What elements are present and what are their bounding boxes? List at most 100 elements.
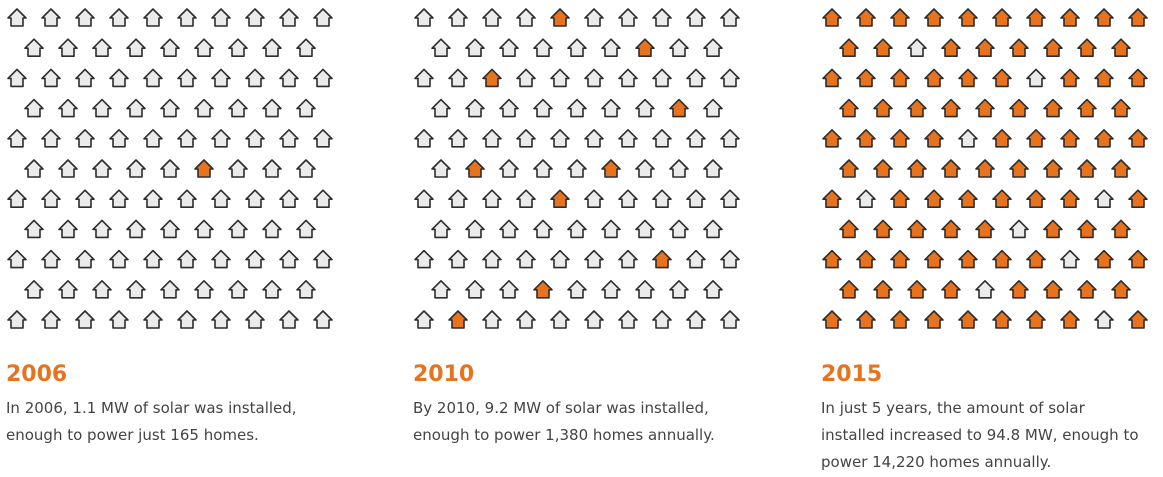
description-line: enough to power 1,380 homes annually.	[413, 426, 715, 444]
house	[313, 8, 333, 27]
house	[279, 68, 299, 88]
description-line: By 2010, 9.2 MW of solar was installed,	[413, 399, 709, 417]
house	[907, 98, 927, 118]
house	[160, 219, 180, 239]
house	[686, 249, 706, 269]
house	[1026, 8, 1046, 27]
house	[296, 219, 316, 239]
house	[313, 249, 333, 269]
house	[856, 129, 876, 148]
description: In 2006, 1.1 MW of solar was installed, e…	[6, 395, 297, 449]
house	[1128, 189, 1148, 208]
house	[75, 310, 95, 329]
house	[1128, 8, 1148, 27]
year: 2006	[6, 362, 68, 387]
house	[279, 129, 299, 148]
house	[177, 129, 197, 148]
house	[686, 68, 706, 88]
house	[313, 310, 333, 329]
house	[601, 219, 621, 239]
house	[652, 249, 672, 269]
house	[822, 249, 842, 269]
house	[448, 68, 468, 88]
house	[1077, 159, 1097, 178]
house	[941, 219, 961, 239]
house	[1026, 249, 1046, 269]
house	[720, 189, 740, 208]
house	[1060, 129, 1080, 148]
house	[516, 189, 536, 208]
house	[618, 189, 638, 208]
house	[924, 249, 944, 269]
house	[890, 129, 910, 148]
house	[160, 159, 180, 178]
house-grid	[7, 8, 333, 329]
house	[703, 219, 723, 239]
house	[907, 38, 927, 57]
house	[482, 189, 502, 208]
house	[262, 98, 282, 118]
house	[516, 249, 536, 269]
house	[160, 98, 180, 118]
house	[431, 38, 451, 57]
house	[992, 68, 1012, 88]
house	[482, 249, 502, 269]
house	[177, 8, 197, 27]
house	[1060, 310, 1080, 329]
house	[465, 219, 485, 239]
house	[1111, 159, 1131, 178]
house	[958, 249, 978, 269]
house	[126, 159, 146, 178]
house	[635, 159, 655, 178]
house	[431, 159, 451, 178]
house	[92, 280, 112, 299]
house	[703, 38, 723, 57]
house	[177, 189, 197, 208]
house	[839, 38, 859, 57]
house	[567, 98, 587, 118]
house	[550, 249, 570, 269]
house	[1077, 219, 1097, 239]
house	[856, 249, 876, 269]
house	[279, 8, 299, 27]
house	[75, 8, 95, 27]
house	[92, 159, 112, 178]
panel: 2010 By 2010, 9.2 MW of solar was install…	[413, 0, 758, 477]
house	[41, 249, 61, 269]
house	[567, 219, 587, 239]
house	[262, 38, 282, 57]
house	[109, 68, 129, 88]
house	[313, 68, 333, 88]
house	[618, 68, 638, 88]
house	[890, 249, 910, 269]
description-line: enough to power just 165 homes.	[6, 426, 259, 444]
house	[109, 189, 129, 208]
house	[720, 310, 740, 329]
house	[228, 98, 248, 118]
house	[873, 159, 893, 178]
house	[109, 8, 129, 27]
house	[652, 68, 672, 88]
house	[584, 249, 604, 269]
house	[465, 159, 485, 178]
house	[839, 219, 859, 239]
house	[41, 129, 61, 148]
house	[1094, 249, 1114, 269]
house	[211, 189, 231, 208]
house	[499, 219, 519, 239]
house	[550, 129, 570, 148]
house	[975, 219, 995, 239]
house	[211, 129, 231, 148]
house	[958, 310, 978, 329]
house	[1128, 310, 1148, 329]
house	[228, 219, 248, 239]
house	[7, 189, 27, 208]
house	[856, 68, 876, 88]
house	[1128, 249, 1148, 269]
description-line: In just 5 years, the amount of solar	[821, 399, 1085, 417]
house	[143, 129, 163, 148]
house	[516, 8, 536, 27]
house	[720, 129, 740, 148]
house	[41, 8, 61, 27]
house	[92, 98, 112, 118]
